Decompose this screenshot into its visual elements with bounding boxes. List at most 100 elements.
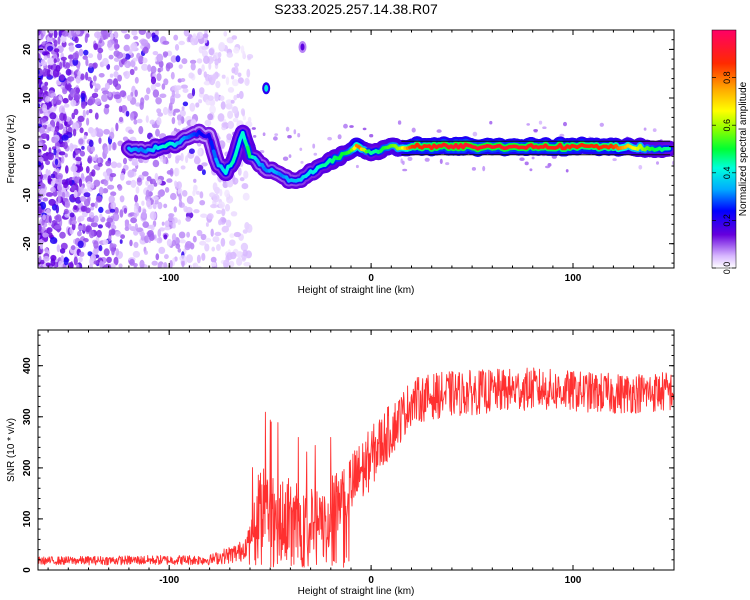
- noise-speck: [253, 135, 257, 138]
- noise-speck: [225, 102, 233, 110]
- noise-speck: [166, 178, 173, 183]
- noise-speck: [109, 173, 117, 178]
- noise-speck: [227, 110, 234, 119]
- noise-speck: [92, 62, 98, 69]
- noise-speck: [50, 173, 56, 179]
- noise-speck: [62, 97, 69, 104]
- noise-speck: [144, 235, 150, 244]
- noise-speck: [204, 243, 210, 252]
- noise-speck: [124, 33, 131, 40]
- noise-speck: [182, 101, 189, 107]
- noise-speck: [104, 263, 112, 268]
- colorbar-tick-label: 0.4: [722, 167, 732, 180]
- noise-speck: [65, 68, 72, 76]
- y-tick-label: 0: [22, 567, 33, 573]
- noise-speck: [152, 89, 160, 98]
- noise-speck: [529, 168, 533, 172]
- noise-speck: [104, 146, 109, 155]
- noise-speck: [133, 212, 138, 219]
- spectrogram-xlabel: Height of straight line (km): [298, 285, 415, 296]
- noise-speck: [136, 227, 144, 233]
- noise-speck: [169, 260, 173, 268]
- noise-speck: [212, 236, 220, 243]
- noise-speck: [313, 152, 318, 156]
- noise-speck: [59, 231, 66, 239]
- noise-speck: [161, 83, 166, 90]
- noise-speck: [174, 180, 178, 187]
- noise-speck: [95, 132, 104, 137]
- noise-speck: [38, 126, 46, 134]
- noise-speck: [98, 73, 105, 78]
- noise-speck: [201, 169, 206, 176]
- noise-speck: [53, 58, 57, 64]
- noise-speck: [175, 243, 181, 249]
- noise-speck: [238, 90, 244, 100]
- noise-speck: [177, 248, 182, 253]
- noise-speck: [73, 205, 78, 210]
- noise-speck: [166, 170, 174, 175]
- noise-speck: [38, 30, 41, 36]
- noise-speck: [103, 248, 110, 257]
- noise-speck: [178, 231, 186, 239]
- noise-speck: [72, 52, 79, 61]
- noise-speck: [109, 32, 114, 40]
- noise-speck: [355, 164, 359, 169]
- noise-speck: [240, 242, 249, 252]
- noise-speck: [77, 115, 85, 123]
- noise-speck: [133, 35, 139, 40]
- colorbar-tick-label: 0.2: [722, 214, 732, 227]
- noise-speck: [180, 152, 184, 162]
- noise-speck: [113, 94, 121, 100]
- noise-speck: [77, 240, 84, 249]
- noise-speck: [79, 127, 84, 134]
- noise-speck: [230, 99, 235, 104]
- noise-speck: [54, 125, 60, 133]
- noise-speck: [126, 94, 133, 102]
- noise-speck: [50, 180, 55, 187]
- noise-speck: [85, 207, 91, 214]
- noise-speck: [67, 120, 73, 125]
- noise-speck: [47, 54, 51, 59]
- x-tick-label: -100: [159, 575, 179, 586]
- snr-xlabel: Height of straight line (km): [298, 586, 415, 597]
- noise-speck: [239, 177, 245, 182]
- noise-speck: [120, 234, 125, 240]
- noise-speck: [176, 181, 182, 190]
- y-tick-label: 10: [22, 92, 33, 104]
- noise-speck: [90, 222, 98, 228]
- noise-speck: [142, 209, 147, 214]
- noise-speck: [41, 118, 47, 123]
- noise-speck: [151, 34, 159, 43]
- noise-speck: [196, 229, 203, 237]
- noise-speck: [197, 164, 204, 172]
- noise-speck: [179, 239, 186, 244]
- noise-speck: [151, 196, 159, 201]
- noise-speck: [63, 256, 69, 266]
- noise-speck: [612, 158, 617, 162]
- noise-speck: [102, 188, 109, 194]
- noise-speck: [145, 180, 149, 186]
- noise-speck: [397, 120, 402, 125]
- noise-speck: [104, 82, 110, 90]
- noise-speck: [45, 160, 51, 166]
- noise-speck: [149, 234, 155, 241]
- noise-speck: [114, 207, 119, 215]
- colorbar: 0.0 0.2 0.4 0.6 0.8 Normalized spectral ampl…: [711, 29, 749, 274]
- noise-speck: [227, 87, 235, 93]
- y-tick-label: -10: [22, 187, 33, 202]
- noise-speck: [83, 192, 91, 198]
- noise-speck: [106, 217, 114, 223]
- noise-speck: [53, 148, 57, 156]
- noise-speck: [362, 127, 367, 131]
- noise-speck: [74, 36, 79, 44]
- figure-title: S233.2025.257.14.38.R07: [274, 1, 438, 17]
- noise-speck: [56, 167, 60, 174]
- noise-speck: [52, 96, 57, 105]
- noise-speck: [141, 63, 149, 71]
- noise-speck: [47, 153, 54, 161]
- noise-speck: [49, 112, 57, 120]
- noise-speck: [190, 36, 198, 46]
- noise-speck: [93, 215, 99, 223]
- noise-speck: [93, 240, 99, 249]
- noise-speck: [48, 198, 56, 206]
